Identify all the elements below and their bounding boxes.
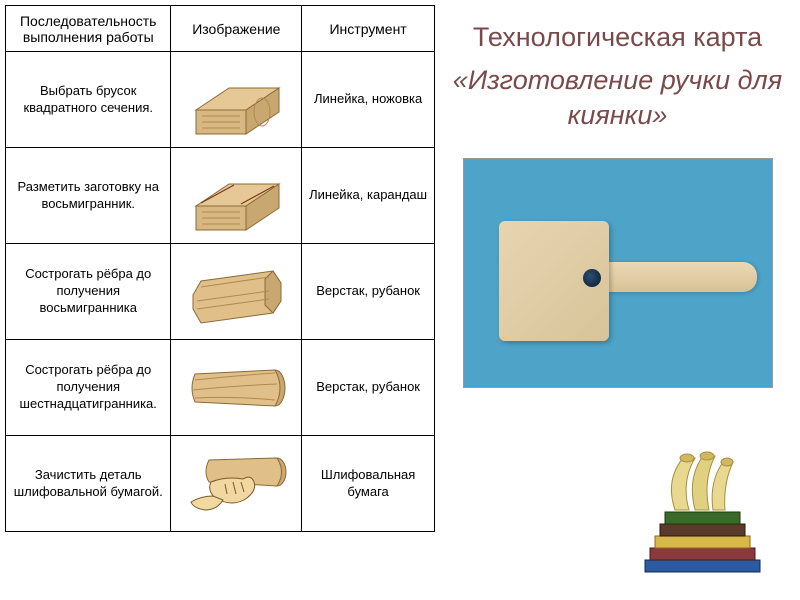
- books-decoration-icon: [625, 450, 775, 590]
- table-row: Сострогать рёбра до получения восьмигран…: [6, 244, 435, 340]
- step-image: [171, 340, 302, 436]
- process-table: Последовательность выполнения работы Изо…: [5, 5, 435, 532]
- step-text: Разметить заготовку на восьмигранник.: [6, 148, 171, 244]
- step-image: [171, 52, 302, 148]
- tool-text: Верстак, рубанок: [302, 340, 435, 436]
- table-row: Зачистить деталь шлифовальной бумагой. Ш…: [6, 436, 435, 532]
- col-header-image: Изображение: [171, 6, 302, 52]
- title-panel: Технологическая карта «Изготовление ручк…: [445, 20, 790, 388]
- process-table-panel: Последовательность выполнения работы Изо…: [5, 5, 435, 532]
- step-image: [171, 148, 302, 244]
- col-header-step: Последовательность выполнения работы: [6, 6, 171, 52]
- step-image: [171, 244, 302, 340]
- step-image: [171, 436, 302, 532]
- tool-text: Верстак, рубанок: [302, 244, 435, 340]
- step-text: Сострогать рёбра до получения шестнадцат…: [6, 340, 171, 436]
- step-text: Зачистить деталь шлифовальной бумагой.: [6, 436, 171, 532]
- col-header-tool: Инструмент: [302, 6, 435, 52]
- page-title-1: Технологическая карта: [445, 20, 790, 55]
- step-text: Выбрать брусок квадратного сечения.: [6, 52, 171, 148]
- tool-text: Шлифовальная бумага: [302, 436, 435, 532]
- tool-text: Линейка, ножовка: [302, 52, 435, 148]
- mallet-hole-shape: [583, 269, 601, 287]
- step-text: Сострогать рёбра до получения восьмигран…: [6, 244, 171, 340]
- table-row: Выбрать брусок квадратного сечения. Лине…: [6, 52, 435, 148]
- table-row: Сострогать рёбра до получения шестнадцат…: [6, 340, 435, 436]
- mallet-photo: [463, 158, 773, 388]
- photo-container: [445, 158, 790, 388]
- page-title-2: «Изготовление ручки для киянки»: [445, 63, 790, 133]
- mallet-handle-shape: [602, 262, 757, 292]
- tool-text: Линейка, карандаш: [302, 148, 435, 244]
- table-row: Разметить заготовку на восьмигранник. Ли…: [6, 148, 435, 244]
